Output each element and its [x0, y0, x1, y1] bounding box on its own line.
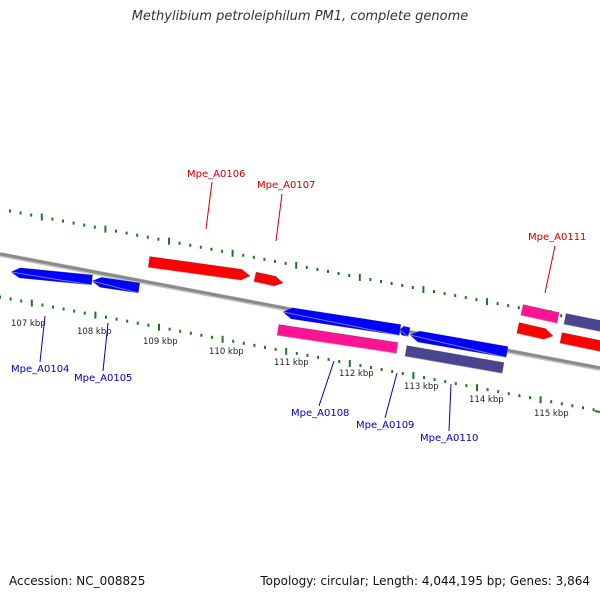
gene-arrow-mpe-a0104-highlight	[10, 271, 92, 286]
scale-label: 107 kbp	[11, 319, 46, 329]
gene-arrow-mpe-a0111-pink-highlight	[520, 314, 557, 324]
gene-label-mpe-a0105[interactable]: Mpe_A0105	[74, 373, 132, 384]
scale-label: 109 kbp	[143, 337, 178, 347]
gene-arrow-edge-red-highlight	[559, 342, 600, 353]
gene-arrow-mpe-a0106	[147, 256, 251, 281]
gene-arrow-mpe-a0108-blue-highlight	[282, 311, 400, 336]
lower-tick-row-minor-tick	[594, 410, 600, 413]
scale-label: 112 kbp	[339, 369, 374, 379]
gene-label-mpe-a0108[interactable]: Mpe_A0108	[291, 408, 349, 419]
leader-line-mpe-a0111	[544, 245, 556, 294]
scale-label: 108 kbp	[77, 327, 112, 337]
gene-arrow-mpe-a0111-red	[516, 322, 554, 340]
gene-arrow-edge-red	[559, 332, 600, 352]
gene-arrow-edge-slate-highlight	[563, 323, 600, 333]
gene-arrow-mpe-a0110-blue-highlight	[409, 334, 507, 358]
leader-line-mpe-a0108	[318, 360, 335, 407]
gene-arrow-mpe-a0108-pink	[276, 324, 399, 354]
gene-label-mpe-a0107[interactable]: Mpe_A0107	[257, 180, 315, 191]
gene-arrow-mpe-a0110-slate-highlight	[404, 355, 503, 374]
gene-arrow-mpe-a0107	[253, 271, 284, 287]
gene-arrow-mpe-a0110-slate	[404, 345, 505, 374]
gene-arrow-mpe-a0109-small-highlight	[399, 329, 409, 337]
gene-label-mpe-a0109[interactable]: Mpe_A0109	[356, 420, 414, 431]
leader-line-mpe-a0104	[39, 315, 46, 363]
scale-label: 114 kbp	[469, 395, 504, 405]
scale-label: 110 kbp	[209, 347, 244, 357]
gene-label-mpe-a0111[interactable]: Mpe_A0111	[528, 232, 586, 243]
leader-line-mpe-a0106	[205, 181, 213, 230]
scale-label: 115 kbp	[534, 409, 569, 419]
gene-arrow-mpe-a0111-red-highlight	[516, 332, 544, 340]
gene-arrow-mpe-a0109-small	[399, 325, 411, 337]
gene-arrow-mpe-a0111-pink	[520, 304, 560, 324]
scale-label: 111 kbp	[274, 358, 309, 368]
gene-arrow-mpe-a0106-highlight	[148, 266, 241, 281]
leader-line-mpe-a0107	[275, 193, 283, 242]
leader-line-mpe-a0105	[102, 322, 109, 372]
gene-arrow-mpe-a0107-highlight	[253, 281, 274, 287]
gene-arrow-edge-slate	[563, 313, 600, 333]
gene-label-mpe-a0110[interactable]: Mpe_A0110	[420, 433, 478, 444]
accession-text: Accession: NC_008825	[9, 574, 146, 588]
gene-arrow-mpe-a0108-pink-highlight	[277, 334, 397, 354]
gene-arrow-mpe-a0104	[10, 267, 93, 286]
gene-arrow-mpe-a0105-highlight	[91, 280, 139, 294]
topology-text: Topology: circular; Length: 4,044,195 bp…	[260, 574, 590, 588]
gene-arrow-mpe-a0110-blue	[409, 330, 509, 358]
leader-line-mpe-a0110	[448, 383, 452, 432]
genome-title: Methylibium petroleiphilum PM1, complete…	[131, 9, 469, 24]
gene-label-mpe-a0104[interactable]: Mpe_A0104	[11, 364, 69, 375]
gene-arrow-mpe-a0105	[91, 276, 141, 294]
leader-line-mpe-a0109	[384, 372, 398, 419]
scale-label: 113 kbp	[404, 382, 439, 392]
gene-label-mpe-a0106[interactable]: Mpe_A0106	[187, 169, 245, 180]
